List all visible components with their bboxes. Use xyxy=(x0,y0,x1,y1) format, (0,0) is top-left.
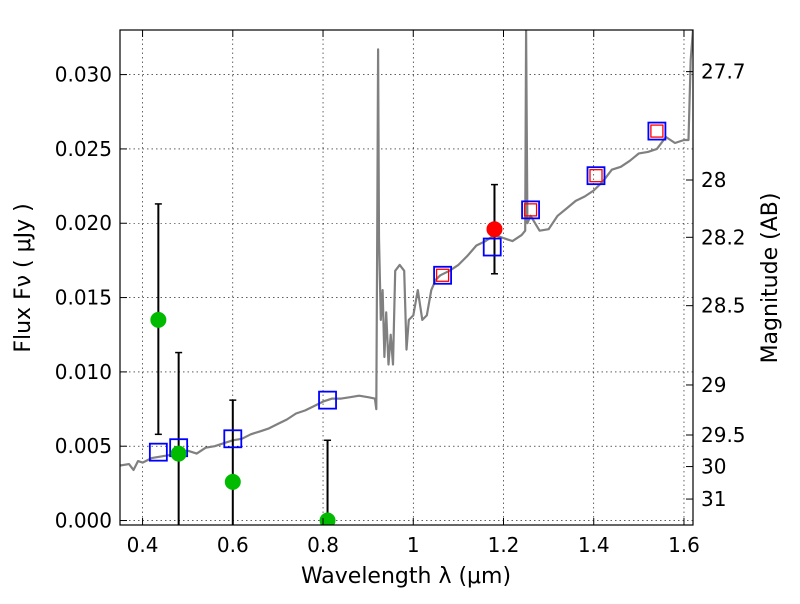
nondetection-point xyxy=(150,311,167,328)
y2-tick-label: 30 xyxy=(701,455,726,479)
model-photometry-marker xyxy=(433,265,452,285)
y-tick-label: 0.020 xyxy=(55,211,112,235)
model-photometry-marker xyxy=(318,390,337,410)
nondetection-point xyxy=(224,473,241,490)
model-photometry-marker xyxy=(148,442,168,462)
y2-tick-label: 28.2 xyxy=(701,225,746,249)
y2-tick-label: 28.5 xyxy=(701,294,746,318)
x-tick-label: 0.8 xyxy=(307,533,339,557)
y2-tick-label: 31 xyxy=(701,487,726,511)
model-photometry-marker xyxy=(647,121,667,141)
observed-flux-marker xyxy=(523,203,538,217)
x-tick-label: 1.4 xyxy=(578,533,610,557)
x-tick-label: 0.6 xyxy=(217,533,249,557)
model-photometry-marker xyxy=(586,166,606,186)
y-tick-label: 0.000 xyxy=(55,509,112,533)
observed-flux-marker xyxy=(589,169,603,183)
axes: 0.4 0.6 0.8 1 1.2 1.4 1.6 0.000 0.005 0.010 0.015 0… xyxy=(55,30,746,557)
y2-tick-label: 29 xyxy=(701,373,726,397)
y2-tick-label: 28 xyxy=(701,168,726,192)
x-tick-label: 1 xyxy=(407,533,420,557)
observed-flux-marker xyxy=(435,268,450,282)
grid xyxy=(120,30,693,525)
model-photometry-marker xyxy=(482,237,502,257)
detection-point xyxy=(486,221,503,238)
x-tick-label: 1.2 xyxy=(488,533,520,557)
x-tick-label: 0.4 xyxy=(127,533,159,557)
plot-area xyxy=(120,30,693,525)
nondetection-point xyxy=(170,445,187,462)
model-spectrum-line xyxy=(120,30,693,472)
model-photometry-marker xyxy=(223,429,243,449)
y-tick-label: 0.030 xyxy=(55,63,112,87)
y-axis-label: Flux Fν ( μJy ) xyxy=(11,203,36,352)
y-tick-label: 0.025 xyxy=(55,137,112,161)
x-tick-label: 1.6 xyxy=(668,533,700,557)
observed-flux-marker xyxy=(650,124,664,138)
series-layer xyxy=(120,30,693,525)
y-tick-label: 0.010 xyxy=(55,360,112,384)
y-tick-label: 0.005 xyxy=(55,434,112,458)
plot-frame xyxy=(119,29,694,526)
y2-axis-label: Magnitude (AB) xyxy=(758,193,783,364)
y-tick-label: 0.015 xyxy=(55,286,112,310)
nondetection-point xyxy=(319,512,336,525)
model-photometry-marker xyxy=(521,200,540,220)
x-axis-label: Wavelength λ (μm) xyxy=(301,564,511,589)
y2-tick-label: 27.7 xyxy=(701,60,746,84)
y2-tick-label: 29.5 xyxy=(701,423,746,447)
